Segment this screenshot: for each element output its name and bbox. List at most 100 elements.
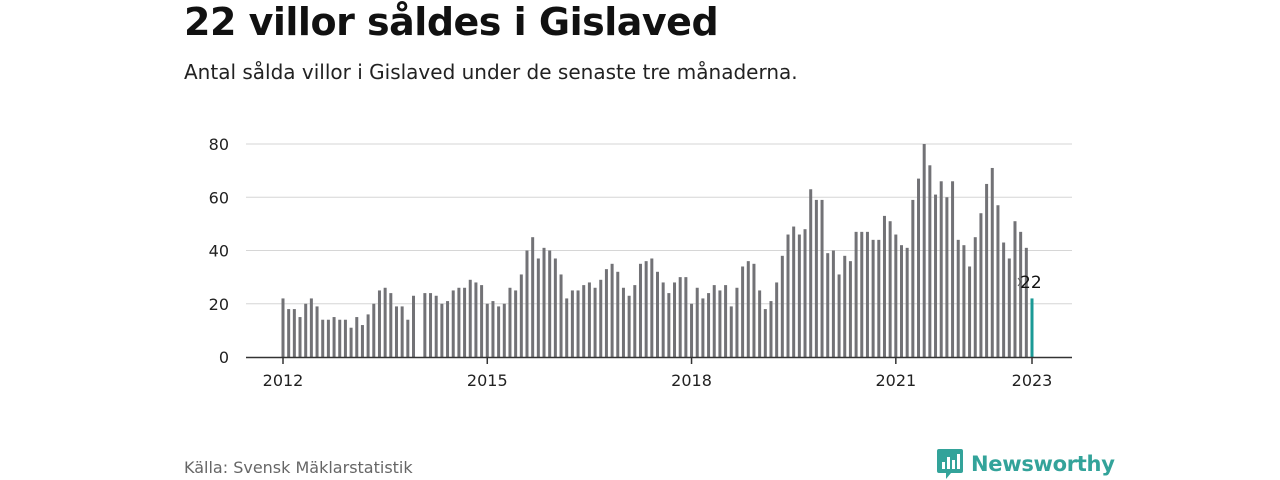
bar <box>474 282 478 357</box>
bar <box>865 231 869 357</box>
bar <box>321 319 325 357</box>
bar <box>536 258 540 357</box>
bar <box>922 144 926 357</box>
bar <box>281 298 285 357</box>
bar <box>973 237 977 357</box>
bar <box>559 274 563 357</box>
bar <box>287 309 291 357</box>
bar <box>548 250 552 357</box>
source-note: Källa: Svensk Mäklarstatistik <box>184 458 413 477</box>
newsworthy-bar-chart-icon <box>937 449 963 479</box>
bar <box>338 319 342 357</box>
bar <box>690 303 694 357</box>
bar <box>309 298 313 357</box>
bar <box>434 295 438 357</box>
bar <box>968 266 972 357</box>
bar <box>837 274 841 357</box>
bar <box>565 298 569 357</box>
bar <box>519 274 523 357</box>
bar <box>406 319 410 357</box>
bar <box>746 261 750 357</box>
bar <box>610 263 614 357</box>
bar <box>355 317 359 357</box>
bar <box>724 285 728 357</box>
bar <box>769 301 773 357</box>
bar <box>684 277 688 358</box>
bar <box>701 298 705 357</box>
bar <box>400 306 404 357</box>
bar <box>673 282 677 357</box>
bar <box>735 287 739 357</box>
bar <box>843 255 847 357</box>
bar <box>814 199 818 357</box>
bar <box>854 231 858 357</box>
y-tick-label: 40 <box>209 242 229 261</box>
bar <box>599 279 603 357</box>
bar <box>463 287 467 357</box>
bar <box>394 306 398 357</box>
bar <box>423 293 427 357</box>
bar <box>831 250 835 357</box>
bar <box>911 199 915 357</box>
brand-name: Newsworthy <box>971 452 1115 476</box>
bar <box>332 317 336 357</box>
y-tick-label: 0 <box>219 348 229 367</box>
bar <box>979 213 983 357</box>
chart-subtitle: Antal sålda villor i Gislaved under de s… <box>184 60 798 84</box>
bar <box>667 293 671 357</box>
annotations: 22 <box>1017 273 1042 293</box>
bar <box>707 293 711 357</box>
bar <box>372 303 376 357</box>
x-tick-label: 2018 <box>671 371 712 390</box>
bar <box>1007 258 1011 357</box>
bar <box>877 239 881 357</box>
bar <box>644 261 648 357</box>
bar <box>553 258 557 357</box>
bar-highlight <box>1030 298 1034 357</box>
bar <box>763 309 767 357</box>
bar <box>627 295 631 357</box>
bar <box>917 178 921 357</box>
bar <box>786 234 790 357</box>
bar <box>349 327 353 357</box>
bar <box>985 183 989 357</box>
bar <box>389 293 393 357</box>
bar <box>468 279 472 357</box>
bar <box>570 290 574 357</box>
bar <box>741 266 745 357</box>
bar <box>440 303 444 357</box>
bar <box>326 319 330 357</box>
last-value-label: 22 <box>1020 273 1042 293</box>
bar <box>491 301 495 357</box>
bar <box>678 277 682 358</box>
bar <box>775 282 779 357</box>
bar <box>360 325 364 357</box>
bar <box>826 253 830 357</box>
bar <box>718 290 722 357</box>
bar <box>593 287 597 357</box>
bar <box>451 290 455 357</box>
bar <box>298 317 302 357</box>
brand-logo: Newsworthy <box>937 448 1115 480</box>
y-tick-label: 60 <box>209 188 229 207</box>
bar <box>661 282 665 357</box>
bar <box>446 301 450 357</box>
bar <box>457 287 461 357</box>
bar <box>899 245 903 357</box>
x-tick-label: 2015 <box>467 371 508 390</box>
bar <box>304 303 308 357</box>
bar <box>780 255 784 357</box>
bar <box>383 287 387 357</box>
bar <box>292 309 296 357</box>
bar <box>712 285 716 357</box>
bar <box>939 181 943 357</box>
bar <box>604 269 608 357</box>
bar <box>1024 247 1028 357</box>
x-tick-label: 2012 <box>263 371 304 390</box>
bar <box>951 181 955 357</box>
annotation-pointer <box>1017 277 1022 287</box>
x-tick-label: 2021 <box>875 371 916 390</box>
bar <box>803 229 807 357</box>
bar <box>582 285 586 357</box>
